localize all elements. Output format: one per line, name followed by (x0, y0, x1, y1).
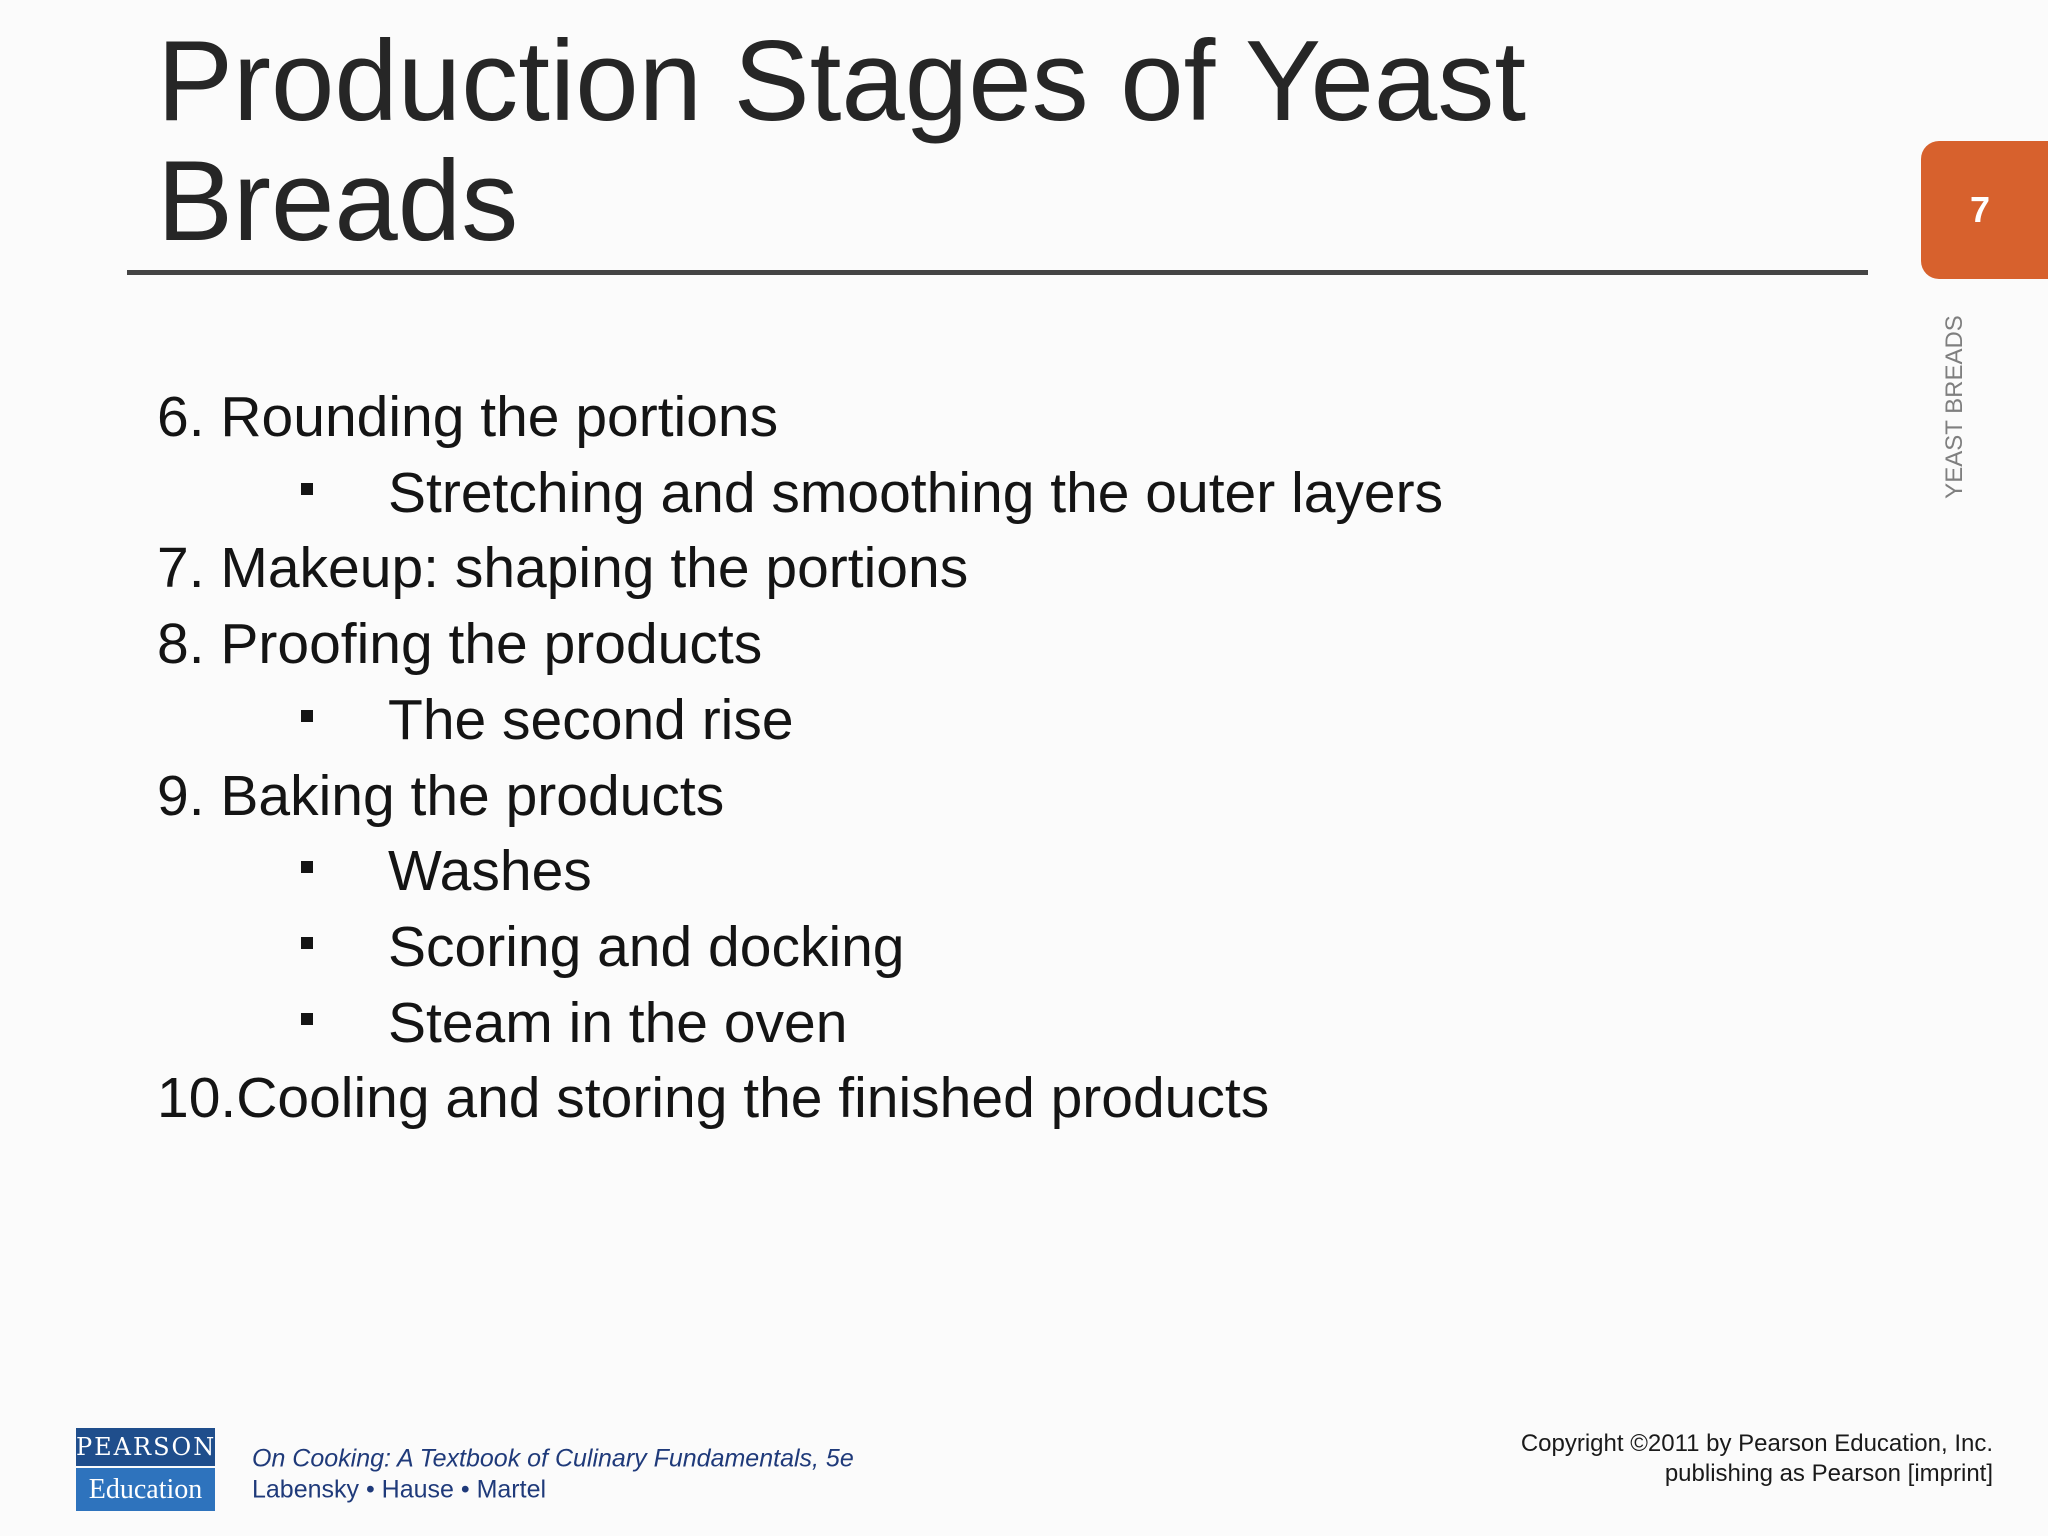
sub-item: Washes (388, 839, 592, 904)
list-item: 10.Cooling and storing the finished prod… (157, 1066, 1270, 1131)
sub-item: Steam in the oven (388, 990, 848, 1055)
logo-top: PEARSON (76, 1428, 215, 1466)
list-item: 9. Baking the products (157, 763, 725, 828)
page-tab (1921, 141, 2048, 279)
logo-bottom: Education (76, 1468, 215, 1511)
bullet-marker (301, 1012, 313, 1025)
copyright: Copyright ©2011 by Pearson Education, In… (1520, 1430, 1993, 1457)
section-label: YEAST BREADS (1941, 315, 1968, 499)
bullet-marker (301, 861, 313, 874)
sub-item: Scoring and docking (388, 914, 905, 979)
book-title: On Cooking: A Textbook of Culinary Funda… (252, 1444, 854, 1473)
list-item: 7. Makeup: shaping the portions (157, 536, 969, 601)
authors: Labensky • Hause • Martel (252, 1475, 547, 1504)
title-rule (127, 270, 1868, 275)
sub-item: The second rise (388, 687, 794, 752)
bullet-marker (301, 482, 313, 495)
bullet-marker (301, 936, 313, 949)
page-number: 7 (1969, 189, 1991, 230)
publisher-logo: PEARSON Education (76, 1428, 215, 1511)
sub-item: Stretching and smoothing the outer layer… (388, 460, 1444, 525)
list-item: 6. Rounding the portions (157, 385, 779, 449)
list-item: 8. Proofing the products (157, 612, 763, 677)
copyright: publishing as Pearson [imprint] (1664, 1460, 1993, 1487)
slide-title: Production Stages of Yeast Breads (157, 18, 1527, 265)
bullet-marker (301, 709, 313, 722)
